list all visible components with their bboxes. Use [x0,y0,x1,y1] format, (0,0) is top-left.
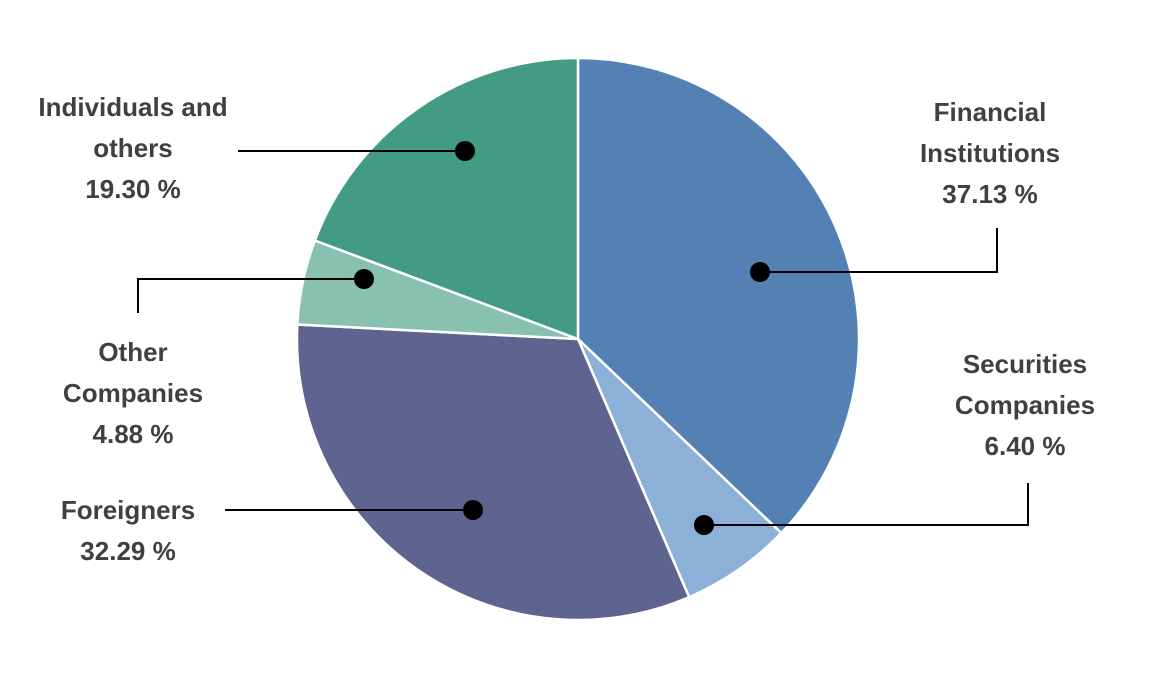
leader-dot [694,515,714,535]
leader-line [704,483,1029,526]
slice-label: Individuals and others 19.30 % [23,87,243,210]
pie-slice [295,323,691,622]
pie-slice [313,56,580,341]
value-label: 37.13 % [942,179,1038,209]
leader-dot [455,141,475,161]
value-label: 6.40 % [984,431,1066,461]
pie-slice [576,338,784,599]
category-name: Financial Institutions [919,97,1061,168]
slice-label: Foreigners 32.29 % [28,490,228,572]
category-name: Individuals and others [38,92,228,163]
value-label: 32.29 % [80,536,176,566]
slice-label: Financial Institutions 37.13 % [900,92,1080,215]
leader-line [137,278,364,313]
category-name: Other Companies [62,337,204,408]
value-label: 19.30 % [85,174,181,204]
slice-label: Other Companies 4.88 % [48,332,218,455]
leader-dot [750,262,770,282]
leader-dot [463,500,483,520]
leader-dot [354,269,374,289]
slice-label: Securities Companies 6.40 % [940,344,1110,467]
value-label: 4.88 % [92,419,174,449]
pie-slice [576,56,861,535]
category-name: Foreigners [60,495,196,525]
leader-line [760,228,998,273]
category-name: Securities Companies [954,349,1096,420]
